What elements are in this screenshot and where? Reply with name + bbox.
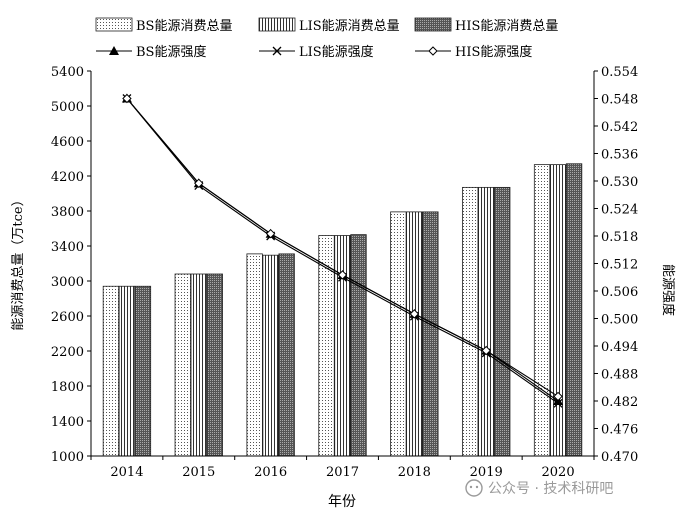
y-right-tick-label: 0.476	[601, 423, 638, 438]
y-right-tick-label: 0.542	[601, 120, 638, 135]
lines	[121, 93, 564, 408]
bar-LIS能源消费总量-2019	[478, 186, 495, 457]
legend-label: LIS能源强度	[299, 44, 374, 60]
x-tick-label: 2017	[326, 465, 359, 480]
y-left-tick-label: 5000	[51, 100, 84, 115]
bar-BS能源消费总量-2019	[462, 186, 479, 457]
wechat-icon-dot-2	[475, 485, 479, 489]
bar-LIS能源消费总量-2018	[406, 211, 423, 457]
y-right-tick-label: 0.518	[601, 230, 638, 245]
legend-swatch-HIS能源消费总量	[414, 17, 452, 32]
y-right-tick-label: 0.536	[601, 148, 638, 163]
legend-label: HIS能源强度	[455, 44, 532, 60]
y-right-tick-label: 0.512	[601, 258, 638, 273]
x-tick-label: 2014	[110, 465, 143, 480]
bar-HIS能源消费总量-2015	[206, 273, 223, 457]
bar-HIS能源消费总量-2014	[134, 285, 152, 457]
watermark: 公众号 · 技术科研吧	[465, 479, 613, 497]
legend-label: LIS能源消费总量	[299, 19, 400, 34]
y-left-tick-label: 1800	[51, 380, 84, 395]
bar-HIS能源消费总量-2017	[350, 234, 367, 457]
legend-label: BS能源强度	[136, 44, 206, 60]
y-left-tick-label: 5400	[51, 65, 84, 80]
watermark-text: 公众号 · 技术科研吧	[488, 481, 613, 497]
x-tick-label: 2016	[254, 465, 287, 480]
point-HIS能源强度-2017	[337, 270, 348, 280]
x-tick-label: 2018	[398, 465, 431, 480]
legend-label: HIS能源消费总量	[455, 19, 558, 34]
x-tick-label: 2019	[470, 465, 503, 480]
y-left-tick-label: 1400	[51, 415, 84, 430]
y-right-tick-label: 0.530	[601, 175, 638, 190]
legend-swatch-BS能源消费总量	[95, 17, 133, 32]
y-left-tick-label: 1000	[51, 450, 84, 465]
y-left-tick-label: 3400	[51, 240, 84, 255]
bar-HIS能源消费总量-2018	[422, 211, 439, 457]
bars	[102, 163, 583, 457]
point-HIS能源强度-2020	[553, 391, 563, 402]
legend-marker-BS能源强度	[109, 46, 119, 55]
legend-label: BS能源消费总量	[136, 19, 232, 34]
y-right-tick-label: 0.488	[601, 368, 638, 383]
point-LIS能源强度-2020	[553, 398, 563, 408]
point-HIS能源强度-2015	[194, 178, 204, 188]
y-right-tick-label: 0.524	[601, 203, 638, 218]
y-left-tick-label: 3800	[51, 205, 84, 220]
bar-BS能源消费总量-2014	[102, 285, 120, 457]
y-right-tick-label: 0.554	[601, 65, 638, 80]
y-axis-left-title: 能源消费总量（万tce）	[11, 193, 26, 330]
bar-HIS能源消费总量-2019	[494, 186, 511, 457]
y-left-tick-label: 4600	[51, 135, 84, 150]
bar-BS能源消费总量-2018	[390, 211, 407, 457]
y-axis-right-title: 能源强度	[660, 264, 676, 316]
bar-LIS能源消费总量-2017	[334, 235, 351, 457]
x-tick-label: 2015	[182, 465, 215, 480]
wechat-icon	[465, 479, 483, 497]
point-HIS能源强度-2018	[409, 309, 420, 319]
bar-LIS能源消费总量-2016	[262, 254, 279, 457]
axes: 1000 1400 1800 2200 2600 3000 3400 3800 4200 4600…	[51, 65, 638, 480]
y-left-tick-label: 2600	[51, 310, 84, 325]
point-HIS能源强度-2019	[481, 345, 491, 356]
y-right-tick-label: 0.482	[601, 395, 638, 410]
bar-LIS能源消费总量-2020	[549, 164, 567, 457]
y-left-tick-label: 3000	[51, 275, 84, 290]
bar-LIS能源消费总量-2014	[118, 285, 136, 457]
y-right-tick-label: 0.548	[601, 93, 638, 108]
y-right-tick-label: 0.494	[601, 340, 638, 355]
y-right-tick-label: 0.506	[601, 285, 638, 300]
bar-BS能源消费总量-2016	[246, 253, 263, 457]
bar-BS能源消费总量-2020	[533, 164, 551, 457]
legend-swatch-LIS能源消费总量	[258, 17, 296, 32]
bar-HIS能源消费总量-2020	[565, 163, 583, 457]
bar-BS能源消费总量-2015	[174, 273, 191, 457]
point-HIS能源强度-2014	[122, 93, 132, 104]
y-right-tick-label: 0.500	[601, 313, 638, 328]
wechat-icon-dot	[469, 485, 473, 489]
bar-HIS能源消费总量-2016	[278, 253, 295, 457]
bar-LIS能源消费总量-2015	[190, 273, 207, 457]
legend-marker-HIS能源强度	[428, 46, 438, 56]
x-axis-title: 年份	[328, 494, 356, 510]
y-left-tick-label: 2200	[51, 345, 84, 360]
point-HIS能源强度-2016	[265, 229, 276, 239]
y-right-tick-label: 0.470	[601, 450, 638, 465]
x-tick-label: 2020	[542, 465, 575, 480]
y-left-tick-label: 4200	[51, 170, 84, 185]
legend-marker-LIS能源强度	[272, 46, 282, 56]
legend: BS能源消费总量 LIS能源消费总量 HIS能源消费总量 BS能源强度 LIS能源强度 H…	[95, 17, 558, 60]
